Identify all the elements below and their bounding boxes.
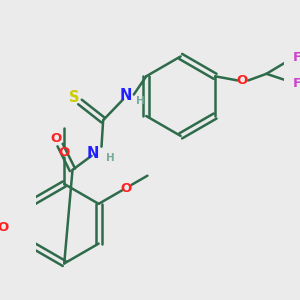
Text: F: F [292, 51, 300, 64]
Text: O: O [50, 132, 62, 145]
Text: O: O [237, 74, 248, 87]
Text: S: S [69, 90, 80, 105]
Text: O: O [0, 221, 8, 234]
Text: N: N [119, 88, 132, 103]
Text: N: N [86, 146, 99, 161]
Text: H: H [106, 153, 115, 163]
Text: O: O [120, 182, 131, 195]
Text: H: H [136, 96, 145, 106]
Text: F: F [292, 77, 300, 90]
Text: O: O [58, 146, 70, 159]
